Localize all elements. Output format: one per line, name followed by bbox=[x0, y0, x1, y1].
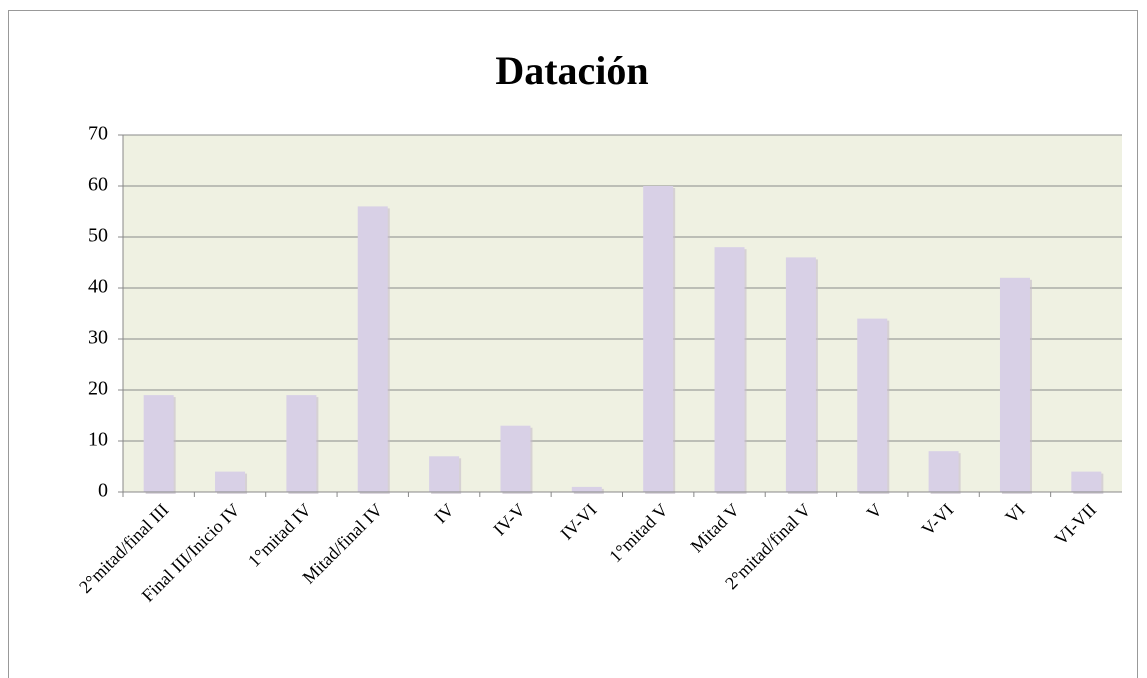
bar bbox=[429, 456, 460, 492]
y-tick-label: 70 bbox=[88, 123, 108, 145]
y-tick-label: 10 bbox=[88, 429, 108, 451]
bar bbox=[286, 395, 317, 492]
chart-title: Datación bbox=[495, 48, 648, 93]
bar bbox=[215, 471, 246, 492]
y-tick-label: 60 bbox=[88, 174, 108, 196]
bar bbox=[999, 277, 1030, 492]
bar bbox=[357, 206, 388, 492]
bar bbox=[785, 257, 816, 492]
bar bbox=[1071, 471, 1102, 492]
bar bbox=[928, 451, 959, 492]
y-tick-label: 0 bbox=[98, 480, 108, 502]
y-tick-label: 30 bbox=[88, 327, 108, 349]
bar bbox=[143, 395, 174, 492]
plot-area bbox=[123, 135, 1122, 492]
y-tick-label: 20 bbox=[88, 378, 108, 400]
y-tick-label: 40 bbox=[88, 276, 108, 298]
bar bbox=[714, 247, 745, 492]
bar bbox=[571, 486, 602, 492]
bar bbox=[500, 425, 531, 492]
bar bbox=[643, 186, 674, 492]
y-tick-label: 50 bbox=[88, 225, 108, 247]
bar bbox=[857, 318, 888, 492]
